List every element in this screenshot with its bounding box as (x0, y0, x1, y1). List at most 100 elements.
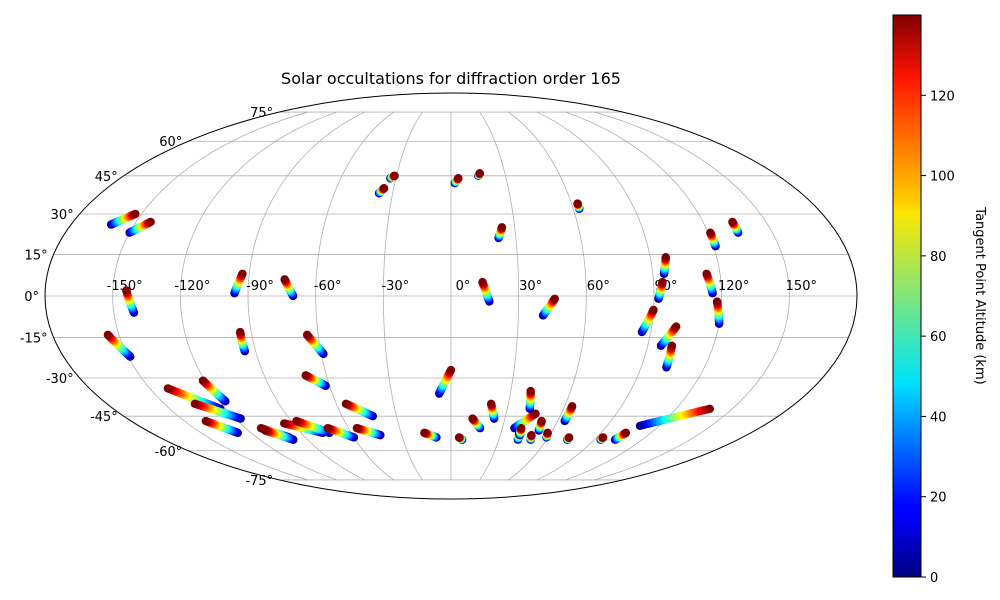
occultation-track (526, 430, 536, 444)
occultation-point (323, 423, 332, 433)
occultation-point (238, 269, 247, 278)
occultation-point (621, 428, 631, 438)
occultation-track (106, 209, 140, 229)
occultation-track (352, 423, 385, 440)
occultation-track (560, 402, 577, 426)
latitude-tick-label: 30° (51, 208, 74, 223)
occultation-point (302, 330, 312, 340)
occultation-track (454, 433, 467, 444)
occultation-point (497, 223, 507, 232)
occultation-point (475, 169, 484, 178)
colorbar-tick-label: 0 (930, 571, 938, 586)
occultation-track (341, 399, 378, 421)
occultation-point (292, 416, 301, 426)
occultation-point (672, 322, 681, 331)
occultation-track (301, 371, 330, 391)
occultation-point (261, 426, 270, 435)
colorbar-tick-label: 100 (930, 170, 955, 185)
chart-title: Solar occultations for diffraction order… (281, 69, 621, 88)
occultation-track (201, 416, 242, 438)
colorbar-tick-label: 60 (930, 330, 947, 345)
occultation-track (659, 252, 670, 278)
occultation-point (131, 209, 140, 219)
occultation-point (712, 297, 722, 306)
occultation-track (323, 423, 359, 442)
longitude-tick-label: 120° (718, 279, 749, 294)
occultation-point (667, 341, 677, 350)
occultation-point (163, 384, 173, 393)
occultation-track (468, 414, 485, 433)
occultation-point (201, 416, 210, 426)
occultation-track (654, 277, 667, 303)
occultation-point (146, 217, 155, 227)
occultation-point (564, 433, 574, 442)
latitude-tick-label: -45° (90, 410, 118, 425)
longitude-tick-label: 30° (519, 279, 542, 294)
occultation-point (379, 184, 389, 193)
occultation-track (712, 297, 724, 328)
occultation-track (573, 199, 584, 213)
occultation-track (702, 269, 717, 298)
occultation-point (526, 386, 535, 396)
longitude-tick-label: -60° (314, 279, 342, 294)
occultation-point (706, 228, 715, 237)
occultation-point (661, 252, 670, 262)
colorbar-tick-label: 80 (930, 250, 947, 265)
occultation-track (302, 330, 328, 359)
occultation-point (702, 269, 711, 278)
occultation-point (198, 376, 208, 385)
longitude-tick-label: -120° (174, 279, 210, 294)
occultation-track (235, 327, 249, 356)
occultation-track (190, 399, 245, 423)
latitude-tick-label: 75° (250, 106, 273, 121)
longitude-tick-label: 60° (587, 279, 610, 294)
occultation-track (434, 365, 456, 398)
longitude-gridline (508, 111, 587, 481)
longitude-tick-label: 0° (456, 279, 471, 294)
occultation-tracks (103, 169, 743, 444)
occultation-track (420, 428, 441, 442)
occultation-point (341, 399, 351, 408)
latitude-tick-label: 60° (159, 135, 182, 150)
occultation-point (478, 277, 487, 287)
occultation-track (728, 217, 743, 237)
occultation-track (706, 228, 720, 251)
occultation-track (474, 169, 484, 181)
colorbar-label: Tangent Point Altitude (km) (972, 206, 987, 384)
occultation-point (446, 365, 456, 375)
occultation-point (567, 402, 577, 411)
longitude-tick-label: -30° (381, 279, 409, 294)
occultation-track (635, 404, 714, 431)
map-boundary (44, 92, 858, 500)
occultation-track (450, 174, 463, 188)
occultation-point (122, 286, 131, 295)
occultation-point (486, 399, 496, 408)
occultation-point (728, 217, 737, 227)
occultation-point (103, 330, 113, 340)
longitude-gridline (112, 111, 308, 481)
latitude-tick-label: -15° (20, 332, 48, 347)
colorbar-tick-label: 40 (930, 410, 947, 425)
occultation-track (596, 433, 608, 444)
occultation-track (637, 305, 658, 337)
occultation-point (420, 428, 429, 438)
occultation-track (386, 171, 399, 183)
occultation-point (454, 174, 463, 183)
occultation-point (527, 430, 536, 440)
occultation-track (230, 269, 247, 298)
occultation-track (122, 286, 139, 317)
longitude-gridline (179, 111, 337, 481)
latitude-tick-label: -30° (46, 372, 74, 387)
occultation-track (486, 399, 499, 423)
occultation-track (103, 330, 135, 361)
occultation-track (662, 341, 677, 372)
occultation-point (390, 171, 399, 181)
occultation-point (468, 414, 477, 423)
occultation-point (454, 433, 464, 442)
colorbar-tick-label: 20 (930, 491, 947, 506)
occultation-point (598, 433, 608, 442)
colorbar-ticks: 0 20 40 60 80 100 120 (921, 89, 955, 586)
occultation-track (261, 426, 298, 444)
longitude-tick-label: -90° (246, 279, 274, 294)
